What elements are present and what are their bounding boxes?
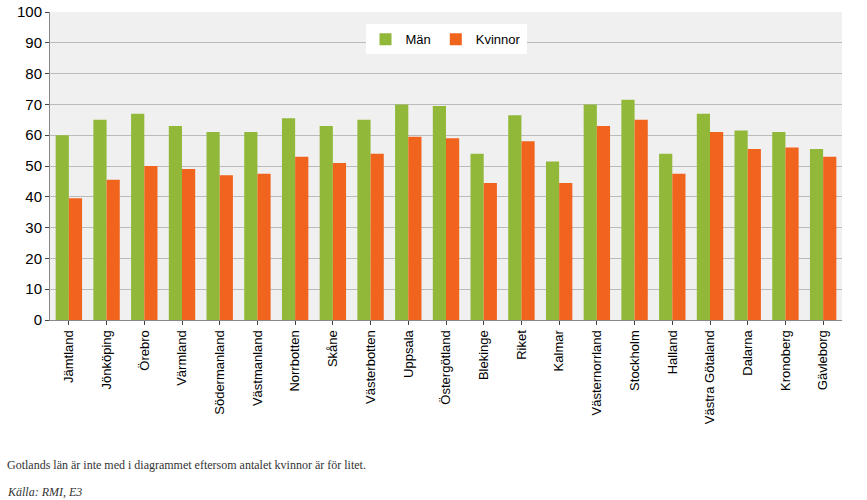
svg-text:Uppsala: Uppsala [401,329,416,377]
svg-text:Gotlands län är inte med i dia: Gotlands län är inte med i diagrammet ef… [7,458,366,472]
svg-text:10: 10 [25,280,42,297]
svg-text:30: 30 [25,219,42,236]
svg-text:Kalmar: Kalmar [551,330,566,372]
svg-text:Norrbotten: Norrbotten [287,330,302,391]
svg-text:Dalarna: Dalarna [740,329,755,375]
svg-text:Östergötland: Östergötland [438,330,453,404]
svg-text:Västmanland: Västmanland [250,330,265,406]
svg-text:Riket: Riket [514,330,529,360]
svg-text:Örebro: Örebro [137,330,152,370]
svg-text:80: 80 [25,65,42,82]
svg-text:Kronoberg: Kronoberg [778,330,793,391]
svg-text:Halland: Halland [665,330,680,374]
svg-text:Jönköping: Jönköping [99,330,114,389]
svg-text:Södermanland: Södermanland [212,330,227,415]
svg-text:Jämtland: Jämtland [61,330,76,383]
svg-text:Kvinnor: Kvinnor [476,32,521,47]
svg-text:Stockholm: Stockholm [627,330,642,391]
svg-text:Blekinge: Blekinge [476,330,491,380]
svg-text:90: 90 [25,34,42,51]
svg-text:Gävleborg: Gävleborg [815,330,830,390]
svg-text:60: 60 [25,126,42,143]
svg-text:Värmland: Värmland [174,330,189,386]
svg-text:Källa: RMI, E3: Källa: RMI, E3 [7,485,82,499]
svg-text:Västra Götaland: Västra Götaland [702,330,717,424]
svg-text:Västerbotten: Västerbotten [363,330,378,404]
svg-text:Västernorrland: Västernorrland [589,330,604,415]
svg-text:50: 50 [25,157,42,174]
svg-text:0: 0 [34,311,42,328]
svg-text:40: 40 [25,188,42,205]
svg-text:Skåne: Skåne [325,330,340,367]
svg-text:70: 70 [25,96,42,113]
svg-text:100: 100 [17,3,42,20]
svg-text:Män: Män [406,32,431,47]
svg-text:20: 20 [25,250,42,267]
